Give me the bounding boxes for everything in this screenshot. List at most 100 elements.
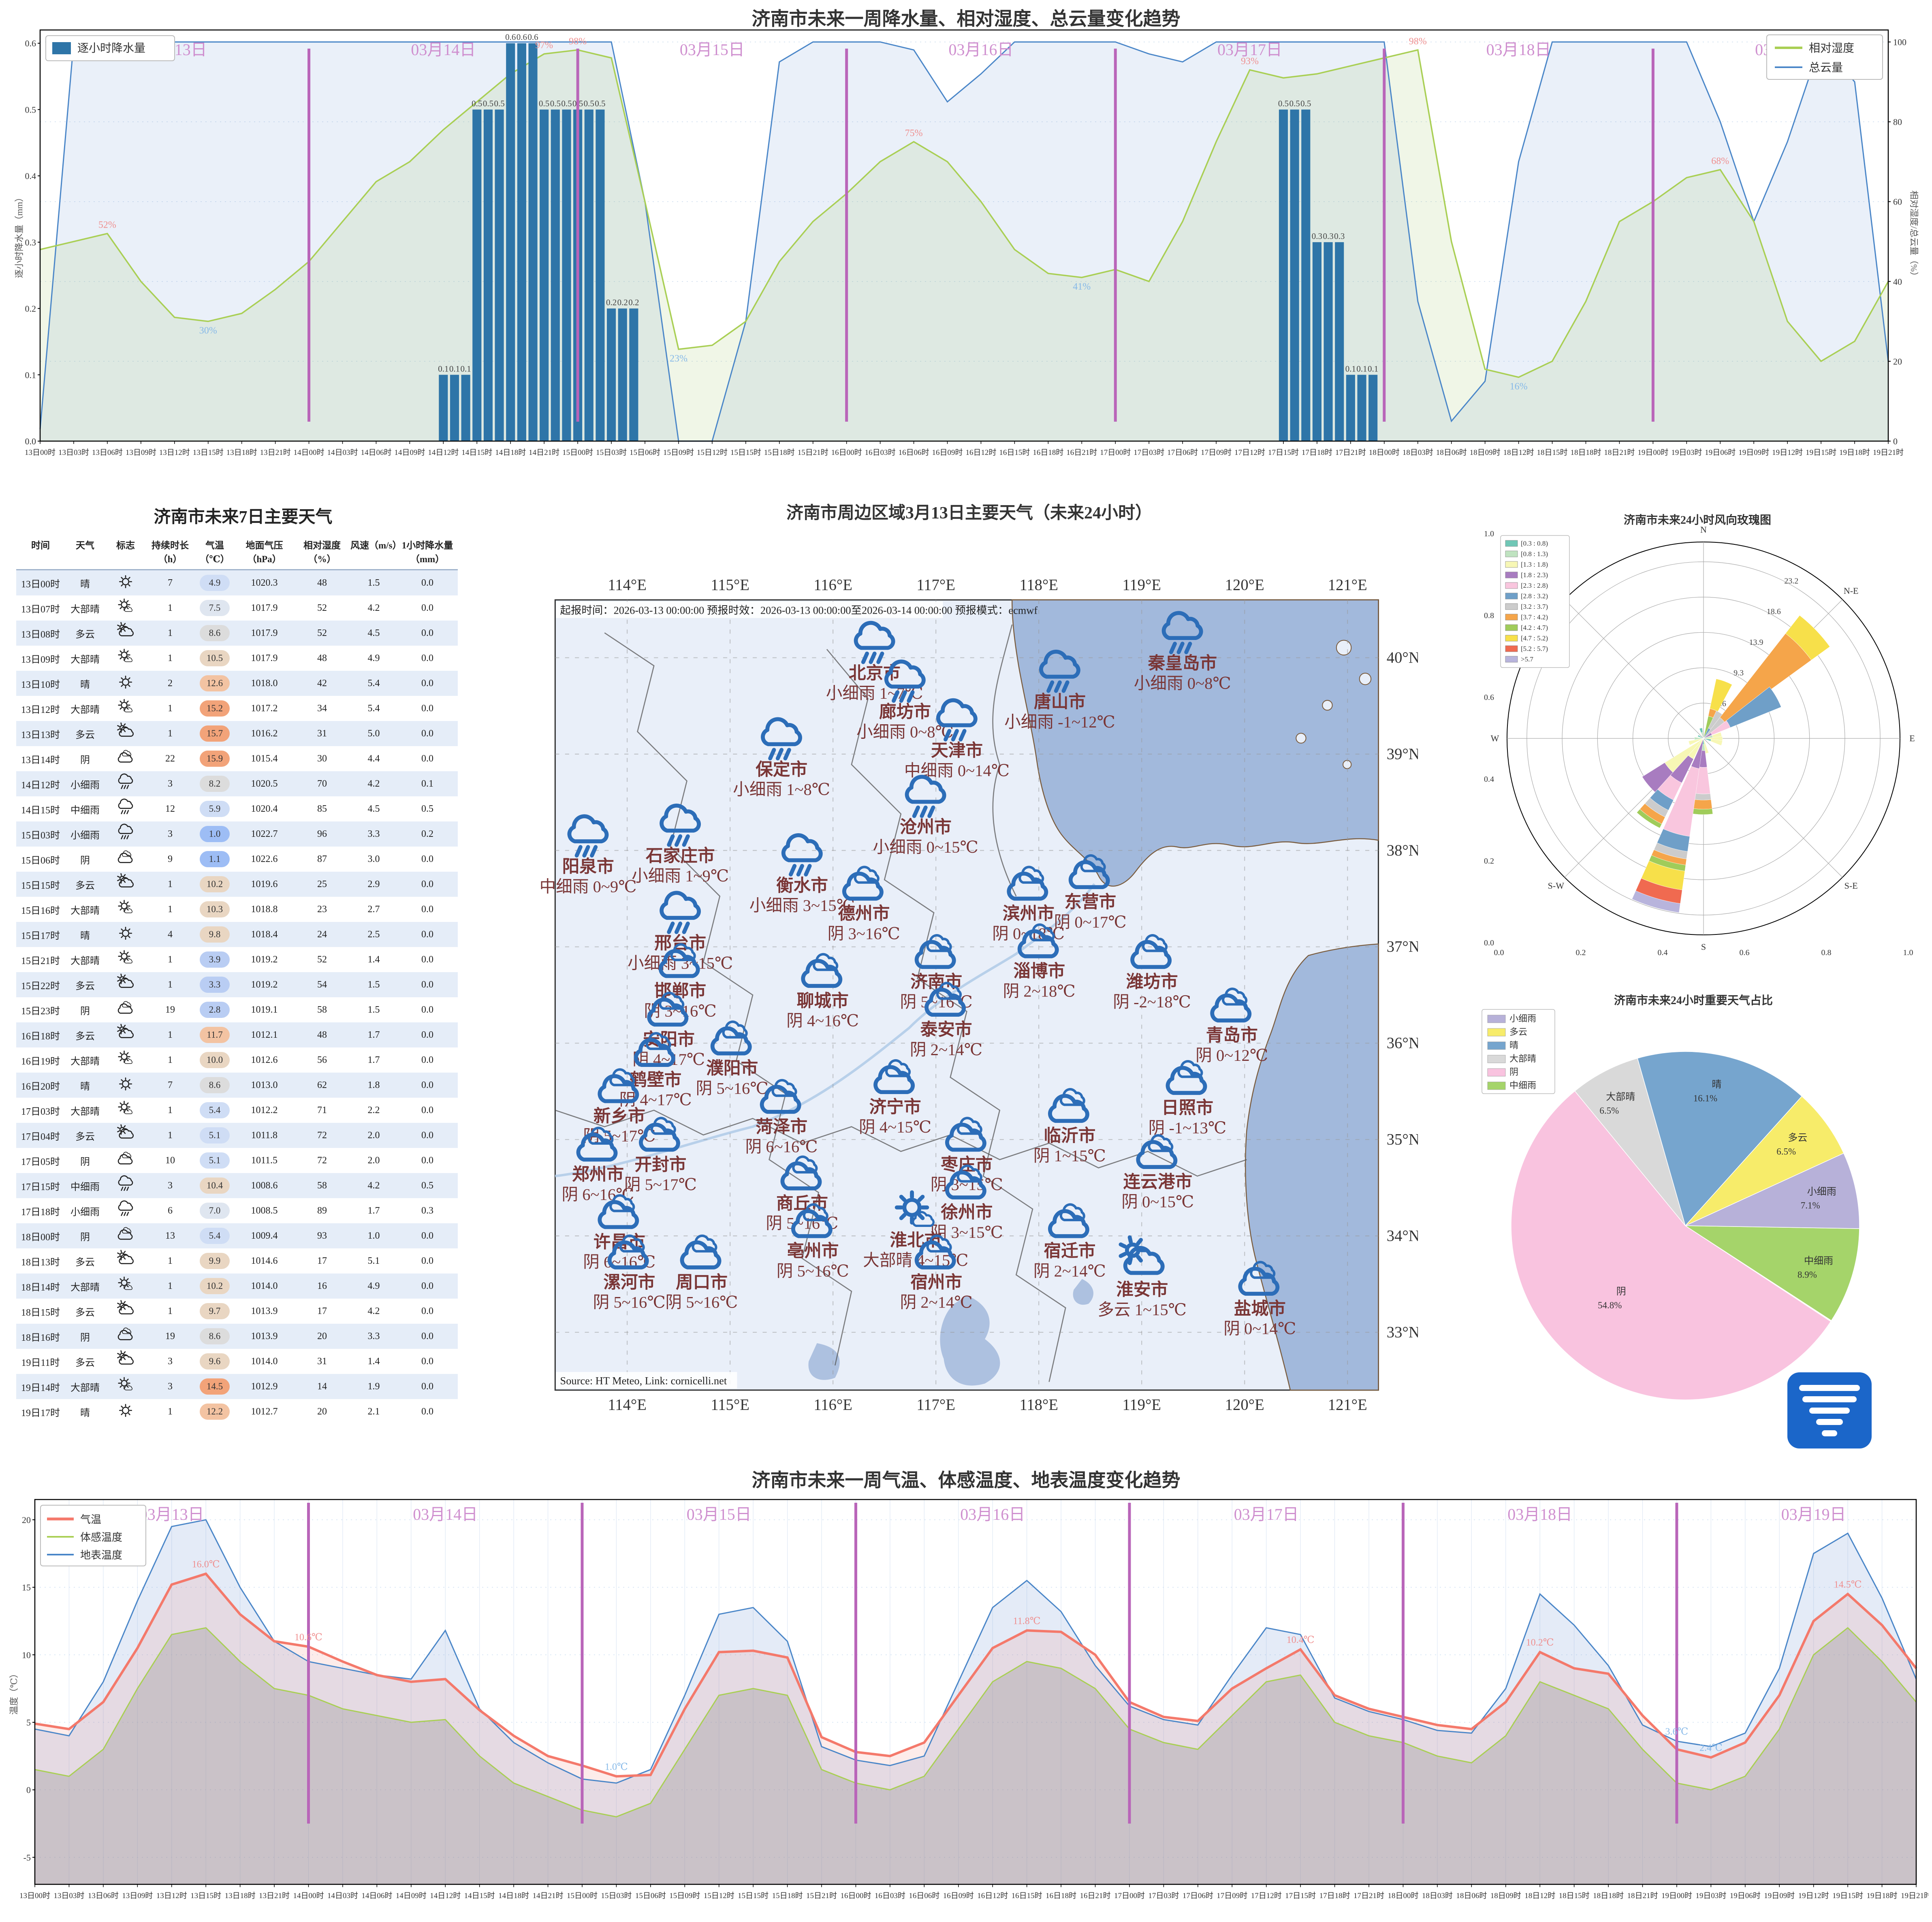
table-row[interactable]: 13日10时 晴 2 12.6 1018.0 42 5.4 0.0 bbox=[16, 671, 458, 696]
table-row[interactable]: 16日18时 多云 1 11.7 1012.1 48 1.7 0.0 bbox=[16, 1022, 458, 1047]
table-row[interactable]: 14日12时 小细雨 3 8.2 1020.5 70 4.2 0.1 bbox=[16, 771, 458, 796]
label: 0.6 bbox=[25, 38, 36, 49]
table-cell: 0.0 bbox=[421, 853, 433, 864]
table-cell: 4.5 bbox=[367, 627, 380, 638]
x-tick-label: 18日09时 bbox=[1490, 1891, 1521, 1900]
table-row[interactable]: 14日15时 中细雨 12 5.9 1020.4 85 4.5 0.5 bbox=[16, 796, 458, 821]
table-cell: 0.1 bbox=[421, 778, 433, 789]
table-row[interactable]: 18日16时 阴 19 8.6 1013.9 20 3.3 0.0 bbox=[16, 1324, 458, 1349]
table-cell: 1020.4 bbox=[251, 803, 278, 814]
lon-label: 119°E bbox=[1122, 1397, 1161, 1414]
x-tick-label: 18日06时 bbox=[1456, 1891, 1487, 1900]
table-row[interactable]: 15日17时 晴 4 9.8 1018.4 24 2.5 0.0 bbox=[16, 922, 458, 947]
city-name: 新乡市 bbox=[593, 1106, 645, 1126]
table-title: 济南市未来7日主要天气 bbox=[154, 508, 333, 527]
table-row[interactable]: 15日06时 阴 9 1.1 1022.6 87 3.0 0.0 bbox=[16, 847, 458, 872]
city-name: 济宁市 bbox=[869, 1097, 921, 1117]
label: 相对湿度 bbox=[1809, 42, 1854, 55]
table-row[interactable]: 15日23时 阴 19 2.8 1019.1 58 1.5 0.0 bbox=[16, 997, 458, 1022]
table-header: 天气 bbox=[76, 540, 94, 550]
map-city[interactable]: 徐州市 阴 3~15℃ bbox=[931, 1165, 1003, 1242]
table-row[interactable]: 18日00时 阴 13 5.4 1009.4 93 1.0 0.0 bbox=[16, 1223, 458, 1248]
table-cell: 4.2 bbox=[367, 602, 380, 613]
x-tick-label: 19日03时 bbox=[1695, 1891, 1726, 1900]
table-row[interactable]: 16日19时 大部晴 1 10.0 1012.6 56 1.7 0.0 bbox=[16, 1047, 458, 1073]
table-row[interactable]: 16日20时 晴 7 8.6 1013.0 62 1.8 0.0 bbox=[16, 1073, 458, 1098]
feels-line bbox=[34, 1627, 1917, 1817]
table-row[interactable]: 18日13时 多云 1 9.9 1014.6 17 5.1 0.0 bbox=[16, 1248, 458, 1274]
table-cell: 3 bbox=[168, 1356, 173, 1367]
table-row[interactable]: 15日22时 多云 1 3.3 1019.2 54 1.5 0.0 bbox=[16, 972, 458, 997]
table-row[interactable]: 13日00时 晴 7 4.9 1020.3 48 1.5 0.0 bbox=[16, 570, 458, 595]
table-row[interactable]: 18日15时 多云 1 9.7 1013.9 17 4.2 0.0 bbox=[16, 1299, 458, 1324]
temp-area bbox=[35, 1574, 1916, 1884]
table-cell: 阴 bbox=[80, 1332, 90, 1343]
table-row[interactable]: 17日04时 多云 1 5.1 1011.8 72 2.0 0.0 bbox=[16, 1123, 458, 1148]
direction-label: E bbox=[1909, 733, 1915, 743]
feels-area bbox=[35, 1628, 1916, 1884]
date-label: 03月18日 bbox=[1507, 1505, 1572, 1523]
wind-rose-petal-segment bbox=[1691, 808, 1713, 815]
table-cell: 晴 bbox=[80, 579, 90, 590]
x-tick-label: 13日06时 bbox=[92, 448, 123, 457]
table-row[interactable]: 15日15时 多云 1 10.2 1019.6 25 2.9 0.0 bbox=[16, 872, 458, 897]
table-row[interactable]: 19日11时 多云 3 9.6 1014.0 31 1.4 0.0 bbox=[16, 1349, 458, 1374]
date-label: 03月14日 bbox=[411, 41, 476, 59]
table-row[interactable]: 15日21时 大部晴 1 3.9 1019.2 52 1.4 0.0 bbox=[16, 947, 458, 972]
table-row[interactable]: 13日12时 大部晴 1 15.2 1017.2 34 5.4 0.0 bbox=[16, 696, 458, 721]
table-row[interactable]: 17日15时 中细雨 3 10.4 1008.6 58 4.2 0.5 bbox=[16, 1173, 458, 1198]
table-row[interactable]: 18日14时 大部晴 1 10.2 1014.0 16 4.9 0.0 bbox=[16, 1274, 458, 1299]
table-cell: 5.0 bbox=[367, 728, 380, 739]
table-row[interactable]: 13日07时 大部晴 1 7.5 1017.9 52 4.2 0.0 bbox=[16, 595, 458, 621]
table-cell: 1019.6 bbox=[251, 879, 278, 890]
x-tick-label: 15日03时 bbox=[601, 1891, 632, 1900]
table-row[interactable]: 17日03时 大部晴 1 5.4 1012.2 71 2.2 0.0 bbox=[16, 1098, 458, 1123]
table-row[interactable]: 17日05时 阴 10 5.1 1011.5 72 2.0 0.0 bbox=[16, 1148, 458, 1173]
table-row[interactable]: 15日16时 大部晴 1 10.3 1018.8 23 2.7 0.0 bbox=[16, 897, 458, 922]
label: 20 bbox=[22, 1515, 31, 1525]
table-row[interactable]: 15日03时 小细雨 3 1.0 1022.7 96 3.3 0.2 bbox=[16, 821, 458, 847]
table-row[interactable]: 19日17时 晴 1 12.2 1012.7 20 2.1 0.0 bbox=[16, 1399, 458, 1424]
table-row[interactable]: 13日13时 多云 1 15.7 1016.2 31 5.0 0.0 bbox=[16, 721, 458, 746]
table-row[interactable]: 13日14时 阴 22 15.9 1015.4 30 4.4 0.0 bbox=[16, 746, 458, 771]
city-weather: 小细雨 3~15℃ bbox=[749, 896, 855, 915]
table-row[interactable]: 19日14时 大部晴 3 14.5 1012.9 14 1.9 0.0 bbox=[16, 1374, 458, 1399]
table-row[interactable]: 17日18时 小细雨 6 7.0 1008.5 89 1.7 0.3 bbox=[16, 1198, 458, 1223]
table-cell: 2.9 bbox=[367, 879, 380, 890]
table-row[interactable]: 13日09时 大部晴 1 10.5 1017.9 48 4.9 0.0 bbox=[16, 646, 458, 671]
table-row[interactable]: 13日08时 多云 1 8.6 1017.9 52 4.5 0.0 bbox=[16, 621, 458, 646]
precip-bar-label: 0.1 bbox=[1368, 364, 1378, 373]
